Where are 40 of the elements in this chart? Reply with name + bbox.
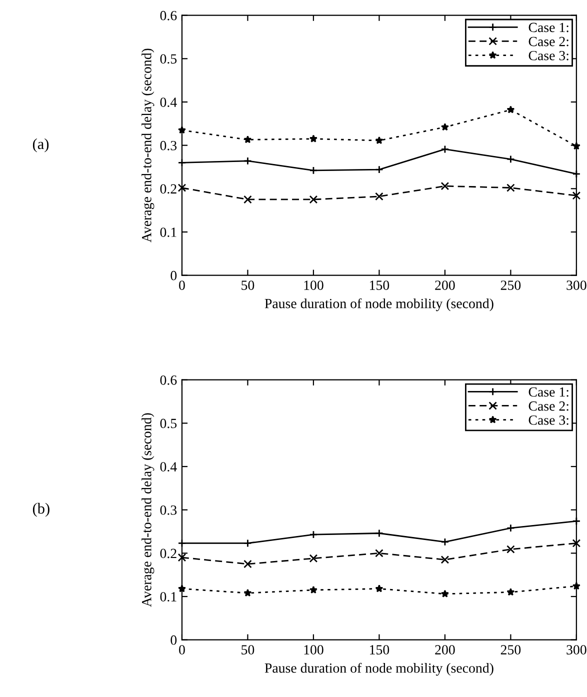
- x-tick-label: 300: [566, 280, 586, 290]
- y-tick-label: 0: [170, 270, 177, 280]
- x-tick-label: 100: [304, 280, 324, 290]
- x-tick-label: 200: [435, 645, 455, 654]
- x-tick-label: 250: [500, 645, 521, 654]
- y-tick-label: 0.2: [160, 184, 176, 194]
- legend-label: Case 2:: [528, 401, 568, 411]
- x-tick-label: 150: [370, 645, 390, 654]
- x-tick-label: 0: [179, 645, 185, 654]
- y-tick-label: 0: [170, 635, 177, 645]
- x-tick-label: 200: [435, 280, 455, 290]
- x-axis-title: Pause duration of node mobility (second): [264, 662, 494, 676]
- text: (b): [32, 502, 50, 517]
- y-tick-label: 0.6: [160, 10, 177, 20]
- x-axis-title: Pause duration of node mobility (second): [264, 298, 494, 312]
- x-tick-label: 50: [242, 645, 254, 654]
- y-tick-label: 0.6: [160, 375, 177, 385]
- y-tick-label: 0.5: [160, 54, 177, 64]
- legend-label: Case 3:: [528, 415, 568, 425]
- legend-label: Case 1:: [528, 22, 568, 32]
- legend-label: Case 3:: [528, 50, 568, 60]
- y-tick-label: 0.3: [160, 505, 177, 515]
- x-tick-label: 50: [242, 280, 254, 290]
- y-tick-label: 0.4: [160, 462, 177, 472]
- y-tick-label: 0.2: [160, 548, 176, 558]
- legend-label: Case 1:: [528, 387, 568, 397]
- x-tick-label: 0: [179, 280, 185, 290]
- y-axis-title: Average end-to-end delay (second): [142, 48, 154, 242]
- x-tick-label: 250: [500, 280, 521, 290]
- y-tick-label: 0.3: [160, 140, 177, 150]
- y-tick-label: 0.4: [160, 98, 177, 108]
- y-tick-label: 0.1: [160, 592, 176, 602]
- legend-label: Case 2:: [528, 36, 568, 46]
- y-tick-label: 0.5: [160, 418, 177, 428]
- y-axis-title: Average end-to-end delay (second): [142, 413, 154, 607]
- x-tick-label: 100: [304, 645, 324, 654]
- y-tick-label: 0.1: [160, 228, 176, 237]
- x-tick-label: 150: [370, 280, 390, 290]
- x-tick-label: 300: [566, 645, 586, 654]
- text: (a): [32, 138, 49, 152]
